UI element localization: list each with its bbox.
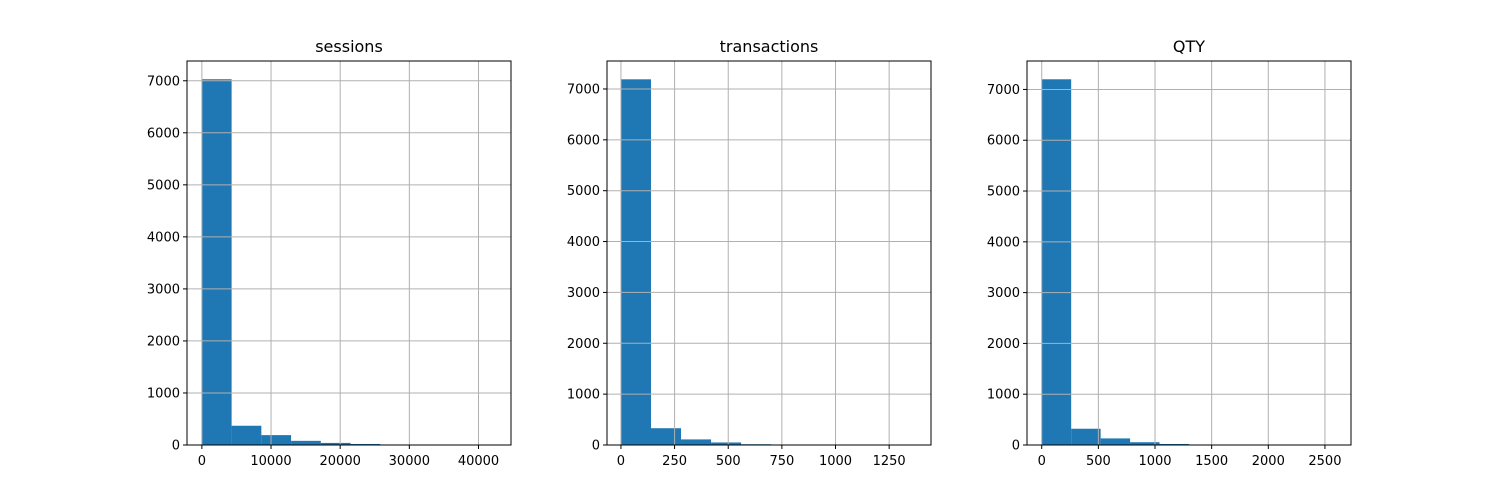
histogram-bar bbox=[1071, 428, 1101, 445]
y-tick-label: 4000 bbox=[987, 235, 1020, 250]
axes-frame bbox=[186, 60, 512, 446]
x-tick-label: 0 bbox=[198, 454, 206, 469]
x-tick-label: 20000 bbox=[320, 454, 361, 469]
y-tick-label: 3000 bbox=[147, 282, 180, 297]
y-tick-label: 2000 bbox=[147, 334, 180, 349]
histogram-bar bbox=[711, 442, 742, 445]
y-tick-label: 5000 bbox=[567, 184, 600, 199]
x-tick-label: 250 bbox=[662, 454, 687, 469]
y-tick-label: 6000 bbox=[567, 133, 600, 148]
x-tick-label: 0 bbox=[1038, 454, 1046, 469]
y-tick-label: 4000 bbox=[567, 235, 600, 250]
x-tick-label: 40000 bbox=[458, 454, 499, 469]
y-tick-label: 7000 bbox=[567, 82, 600, 97]
axes-frame bbox=[1026, 60, 1352, 446]
y-tick-label: 7000 bbox=[147, 74, 180, 89]
histogram-bar bbox=[1100, 438, 1131, 445]
y-tick-label: 6000 bbox=[147, 126, 180, 141]
axes-frame bbox=[606, 60, 932, 446]
y-tick-label: 0 bbox=[592, 439, 600, 454]
histogram-bar bbox=[261, 435, 292, 445]
histogram-bar bbox=[231, 425, 262, 445]
panel-title: transactions bbox=[720, 37, 819, 56]
y-tick-label: 1000 bbox=[147, 386, 180, 401]
x-tick-label: 2500 bbox=[1308, 454, 1341, 469]
x-tick-label: 10000 bbox=[250, 454, 291, 469]
y-tick-label: 1000 bbox=[987, 388, 1020, 403]
histogram-bar bbox=[291, 440, 321, 445]
histogram-panel-sessions: 0 10000 20000 30000 40000 0 1000 2000 3000 4000 50… bbox=[147, 37, 512, 469]
y-tick-label: 0 bbox=[1012, 439, 1020, 454]
y-tick-label: 6000 bbox=[987, 134, 1020, 149]
y-tick-label: 1000 bbox=[567, 388, 600, 403]
histogram-bar bbox=[620, 79, 651, 445]
x-tick-label: 500 bbox=[1086, 454, 1111, 469]
y-tick-label: 2000 bbox=[987, 337, 1020, 352]
y-tick-label: 5000 bbox=[147, 178, 180, 193]
x-tick-label: 1500 bbox=[1195, 454, 1228, 469]
histogram-panel-transactions: 0 250 500 750 1000 1250 0 1000 2000 3000 4000 5000 6… bbox=[567, 37, 932, 469]
x-tick-label: 500 bbox=[716, 454, 741, 469]
x-tick-label: 30000 bbox=[389, 454, 430, 469]
panel-title: QTY bbox=[1173, 37, 1205, 56]
x-tick-label: 1000 bbox=[819, 454, 852, 469]
histogram-bar bbox=[1041, 79, 1072, 445]
histogram-bar bbox=[201, 79, 232, 446]
y-tick-label: 4000 bbox=[147, 230, 180, 245]
x-tick-label: 0 bbox=[617, 454, 625, 469]
histogram-bar bbox=[1130, 442, 1160, 445]
panel-title: sessions bbox=[315, 37, 383, 56]
x-tick-label: 1250 bbox=[873, 454, 906, 469]
histogram-bar bbox=[650, 428, 682, 445]
y-tick-label: 7000 bbox=[987, 83, 1020, 98]
x-tick-label: 750 bbox=[769, 454, 794, 469]
histogram-bar bbox=[1159, 443, 1189, 445]
x-tick-label: 1000 bbox=[1138, 454, 1171, 469]
y-tick-label: 3000 bbox=[987, 286, 1020, 301]
histogram-bar bbox=[681, 439, 712, 445]
y-tick-label: 0 bbox=[172, 439, 180, 454]
y-tick-label: 3000 bbox=[567, 286, 600, 301]
x-tick-label: 2000 bbox=[1252, 454, 1285, 469]
histogram-bar bbox=[320, 442, 351, 445]
y-tick-label: 5000 bbox=[987, 185, 1020, 200]
histogram-bar bbox=[350, 443, 381, 445]
y-tick-label: 2000 bbox=[567, 337, 600, 352]
histogram-panel-qty: 0 500 1000 1500 2000 2500 0 1000 2000 3000 4000 500… bbox=[987, 37, 1352, 469]
